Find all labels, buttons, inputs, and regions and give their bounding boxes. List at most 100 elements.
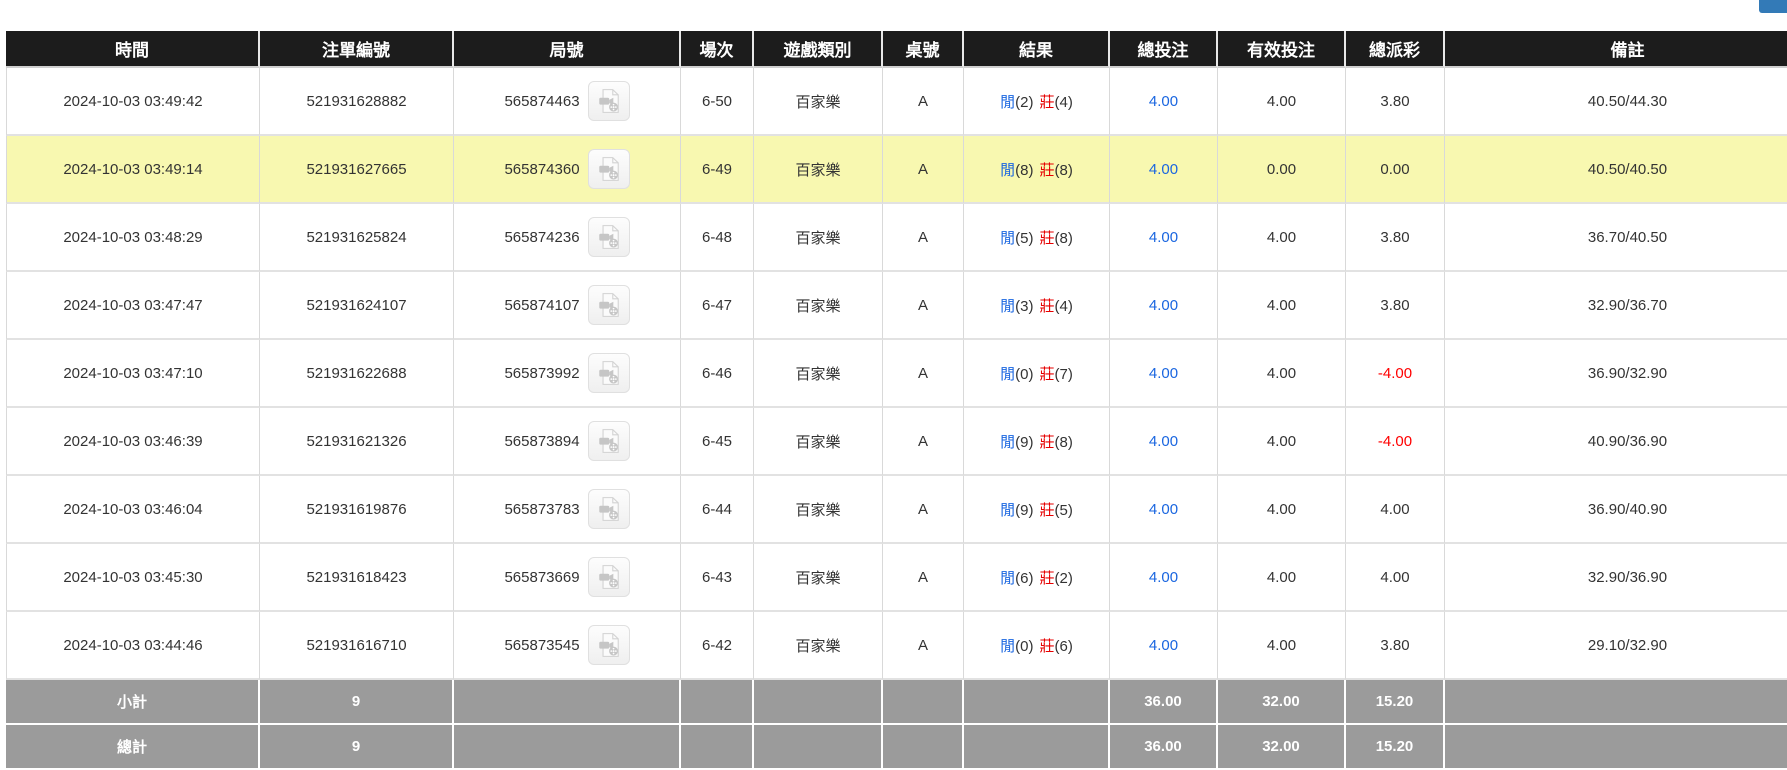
table-row[interactable]: 2024-10-03 03:48:29 521931625824 5658742… — [6, 204, 1787, 272]
result-banker-label: 莊 — [1039, 637, 1055, 655]
cell-session: 6-45 — [681, 408, 754, 476]
table-row[interactable]: 2024-10-03 03:47:10 521931622688 5658739… — [6, 340, 1787, 408]
cell-table-no: A — [883, 68, 964, 136]
subtotal-empty-cell — [754, 680, 883, 725]
result-banker-score: (8) — [1054, 229, 1073, 247]
video-replay-button[interactable] — [587, 353, 630, 393]
video-replay-button[interactable] — [587, 149, 630, 189]
bet-history-table: 時間 注單編號 局號 場次 遊戲類別 桌號 結果 總投注 有效投注 總派彩 備註… — [6, 31, 1787, 770]
cell-bet-id: 521931622688 — [260, 340, 454, 408]
subtotal-total-payout: 15.20 — [1346, 680, 1445, 725]
grand-total-empty-cell — [754, 725, 883, 770]
table-row[interactable]: 2024-10-03 03:45:30 521931618423 5658736… — [6, 544, 1787, 612]
cell-total-bet: 4.00 — [1110, 272, 1218, 340]
result-player-score: (0) — [1015, 637, 1034, 655]
video-replay-icon — [598, 293, 619, 317]
result-player-score: (0) — [1015, 365, 1034, 383]
cell-total-payout: 3.80 — [1346, 68, 1445, 136]
cell-remark: 40.50/40.50 — [1445, 136, 1787, 204]
cell-game-type: 百家樂 — [754, 136, 883, 204]
result-player-score: (5) — [1015, 229, 1034, 247]
cell-valid-bet: 4.00 — [1218, 204, 1346, 272]
cell-time: 2024-10-03 03:47:47 — [6, 272, 260, 340]
subtotal-empty-cell — [883, 680, 964, 725]
cell-table-no: A — [883, 408, 964, 476]
result-banker-label: 莊 — [1039, 93, 1055, 111]
cell-round-id: 565873783 — [454, 476, 681, 544]
cell-round-id: 565874360 — [454, 136, 681, 204]
cell-valid-bet: 4.00 — [1218, 68, 1346, 136]
table-body: 2024-10-03 03:49:42 521931628882 5658744… — [6, 68, 1787, 680]
cell-game-type: 百家樂 — [754, 544, 883, 612]
cell-round-id: 565873992 — [454, 340, 681, 408]
cell-total-bet: 4.00 — [1110, 544, 1218, 612]
cell-round-id: 565874463 — [454, 68, 681, 136]
cell-game-type: 百家樂 — [754, 272, 883, 340]
cell-valid-bet: 4.00 — [1218, 476, 1346, 544]
total-bet-link[interactable]: 4.00 — [1148, 432, 1179, 450]
total-bet-link[interactable]: 4.00 — [1148, 568, 1179, 586]
cell-table-no: A — [883, 272, 964, 340]
table-row[interactable]: 2024-10-03 03:49:42 521931628882 5658744… — [6, 68, 1787, 136]
cell-time: 2024-10-03 03:49:42 — [6, 68, 260, 136]
result-banker-score: (7) — [1054, 365, 1073, 383]
cell-table-no: A — [883, 476, 964, 544]
table-row[interactable]: 2024-10-03 03:47:47 521931624107 5658741… — [6, 272, 1787, 340]
total-bet-link[interactable]: 4.00 — [1148, 228, 1179, 246]
result-banker-score: (2) — [1054, 569, 1073, 587]
cell-result: 閒(3) 莊(4) — [964, 272, 1110, 340]
cell-valid-bet: 0.00 — [1218, 136, 1346, 204]
round-number: 565873669 — [504, 568, 580, 586]
cell-remark: 32.90/36.70 — [1445, 272, 1787, 340]
cell-result: 閒(0) 莊(6) — [964, 612, 1110, 680]
video-replay-icon — [598, 429, 619, 453]
result-player-score: (2) — [1015, 93, 1034, 111]
cell-total-payout: 3.80 — [1346, 272, 1445, 340]
total-bet-link[interactable]: 4.00 — [1148, 92, 1179, 110]
subtotal-empty-cell — [1445, 680, 1787, 725]
cell-total-bet: 4.00 — [1110, 136, 1218, 204]
cell-bet-id: 521931616710 — [260, 612, 454, 680]
cell-total-bet: 4.00 — [1110, 68, 1218, 136]
total-bet-link[interactable]: 4.00 — [1148, 296, 1179, 314]
table-row[interactable]: 2024-10-03 03:46:39 521931621326 5658738… — [6, 408, 1787, 476]
result-player-label: 閒 — [1000, 93, 1016, 111]
total-bet-link[interactable]: 4.00 — [1148, 500, 1179, 518]
result-banker-score: (8) — [1054, 161, 1073, 179]
cell-remark: 36.70/40.50 — [1445, 204, 1787, 272]
video-replay-icon — [598, 225, 619, 249]
cell-game-type: 百家樂 — [754, 204, 883, 272]
cell-round-id: 565873669 — [454, 544, 681, 612]
subtotal-row: 小計 9 36.00 32.00 15.20 — [6, 680, 1787, 725]
round-number: 565873894 — [504, 432, 580, 450]
table-row[interactable]: 2024-10-03 03:49:14 521931627665 5658743… — [6, 136, 1787, 204]
result-player-score: (6) — [1015, 569, 1034, 587]
table-row[interactable]: 2024-10-03 03:44:46 521931616710 5658735… — [6, 612, 1787, 680]
video-replay-button[interactable] — [587, 557, 630, 597]
video-replay-button[interactable] — [587, 285, 630, 325]
corner-button[interactable] — [1759, 0, 1787, 13]
col-header-round-id: 局號 — [454, 31, 681, 68]
subtotal-total-bet: 36.00 — [1110, 680, 1218, 725]
video-replay-button[interactable] — [587, 217, 630, 257]
video-replay-button[interactable] — [587, 421, 630, 461]
cell-session: 6-42 — [681, 612, 754, 680]
video-replay-icon — [598, 361, 619, 385]
total-bet-link[interactable]: 4.00 — [1148, 364, 1179, 382]
cell-valid-bet: 4.00 — [1218, 612, 1346, 680]
cell-time: 2024-10-03 03:46:04 — [6, 476, 260, 544]
subtotal-empty-cell — [964, 680, 1110, 725]
cell-game-type: 百家樂 — [754, 68, 883, 136]
cell-bet-id: 521931625824 — [260, 204, 454, 272]
cell-session: 6-50 — [681, 68, 754, 136]
total-bet-link[interactable]: 4.00 — [1148, 160, 1179, 178]
table-row[interactable]: 2024-10-03 03:46:04 521931619876 5658737… — [6, 476, 1787, 544]
video-replay-button[interactable] — [587, 625, 630, 665]
cell-game-type: 百家樂 — [754, 612, 883, 680]
video-replay-button[interactable] — [587, 81, 630, 121]
total-bet-link[interactable]: 4.00 — [1148, 636, 1179, 654]
round-number: 565874360 — [504, 160, 580, 178]
video-replay-button[interactable] — [587, 489, 630, 529]
result-player-label: 閒 — [1000, 501, 1016, 519]
cell-result: 閒(8) 莊(8) — [964, 136, 1110, 204]
